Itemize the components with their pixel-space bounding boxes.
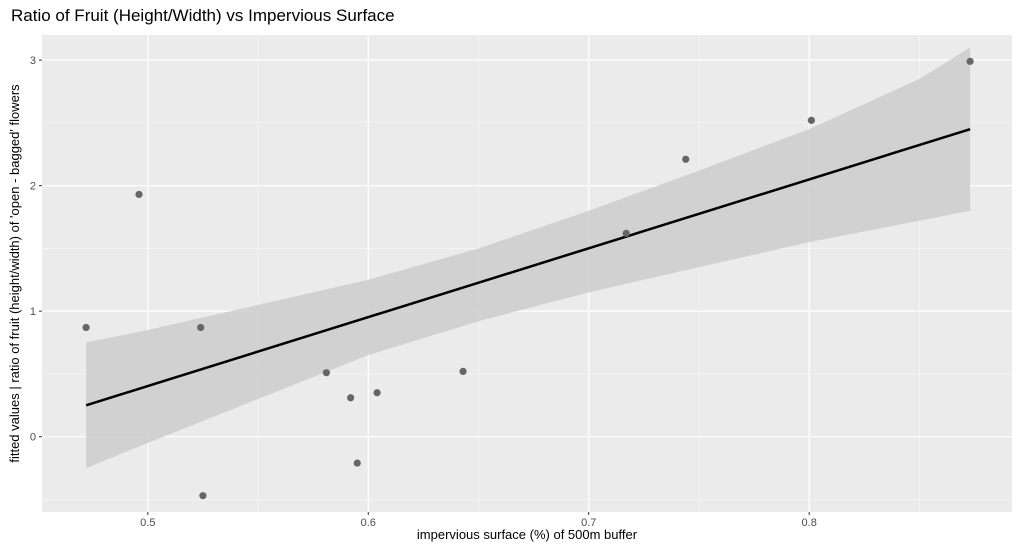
data-point [459,367,467,376]
data-point [353,459,361,467]
data-point [135,190,143,199]
data-point [347,394,355,402]
chart-title: Ratio of Fruit (Height/Width) vs Impervi… [11,6,395,25]
y-axis-label: fitted values | ratio of fruit (height/w… [7,84,22,463]
x-tick-label: 0.6 [361,517,376,529]
data-point [682,155,690,163]
data-point [373,389,381,397]
x-tick-label: 0.5 [140,517,155,529]
y-tick-label: 0 [30,432,36,444]
data-point [807,116,815,124]
data-point [197,323,205,332]
data-points [82,57,974,500]
x-axis-ticks: 0.5 0.6 0.7 0.8 [140,512,817,529]
x-tick-label: 0.8 [802,517,817,529]
y-axis-ticks: 0 1 2 3 [30,55,42,444]
data-point [82,323,90,332]
data-point [966,57,974,65]
confidence-band [86,47,971,469]
regression-line [85,127,971,407]
x-axis-label: impervious surface (%) of 500m buffer [417,527,638,542]
y-tick-label: 2 [30,181,36,193]
data-point [199,492,207,500]
y-tick-label: 1 [30,306,36,318]
x-tick-label: 0.7 [581,517,596,529]
data-point [322,369,330,377]
y-tick-label: 3 [30,55,36,67]
data-point [622,229,630,237]
